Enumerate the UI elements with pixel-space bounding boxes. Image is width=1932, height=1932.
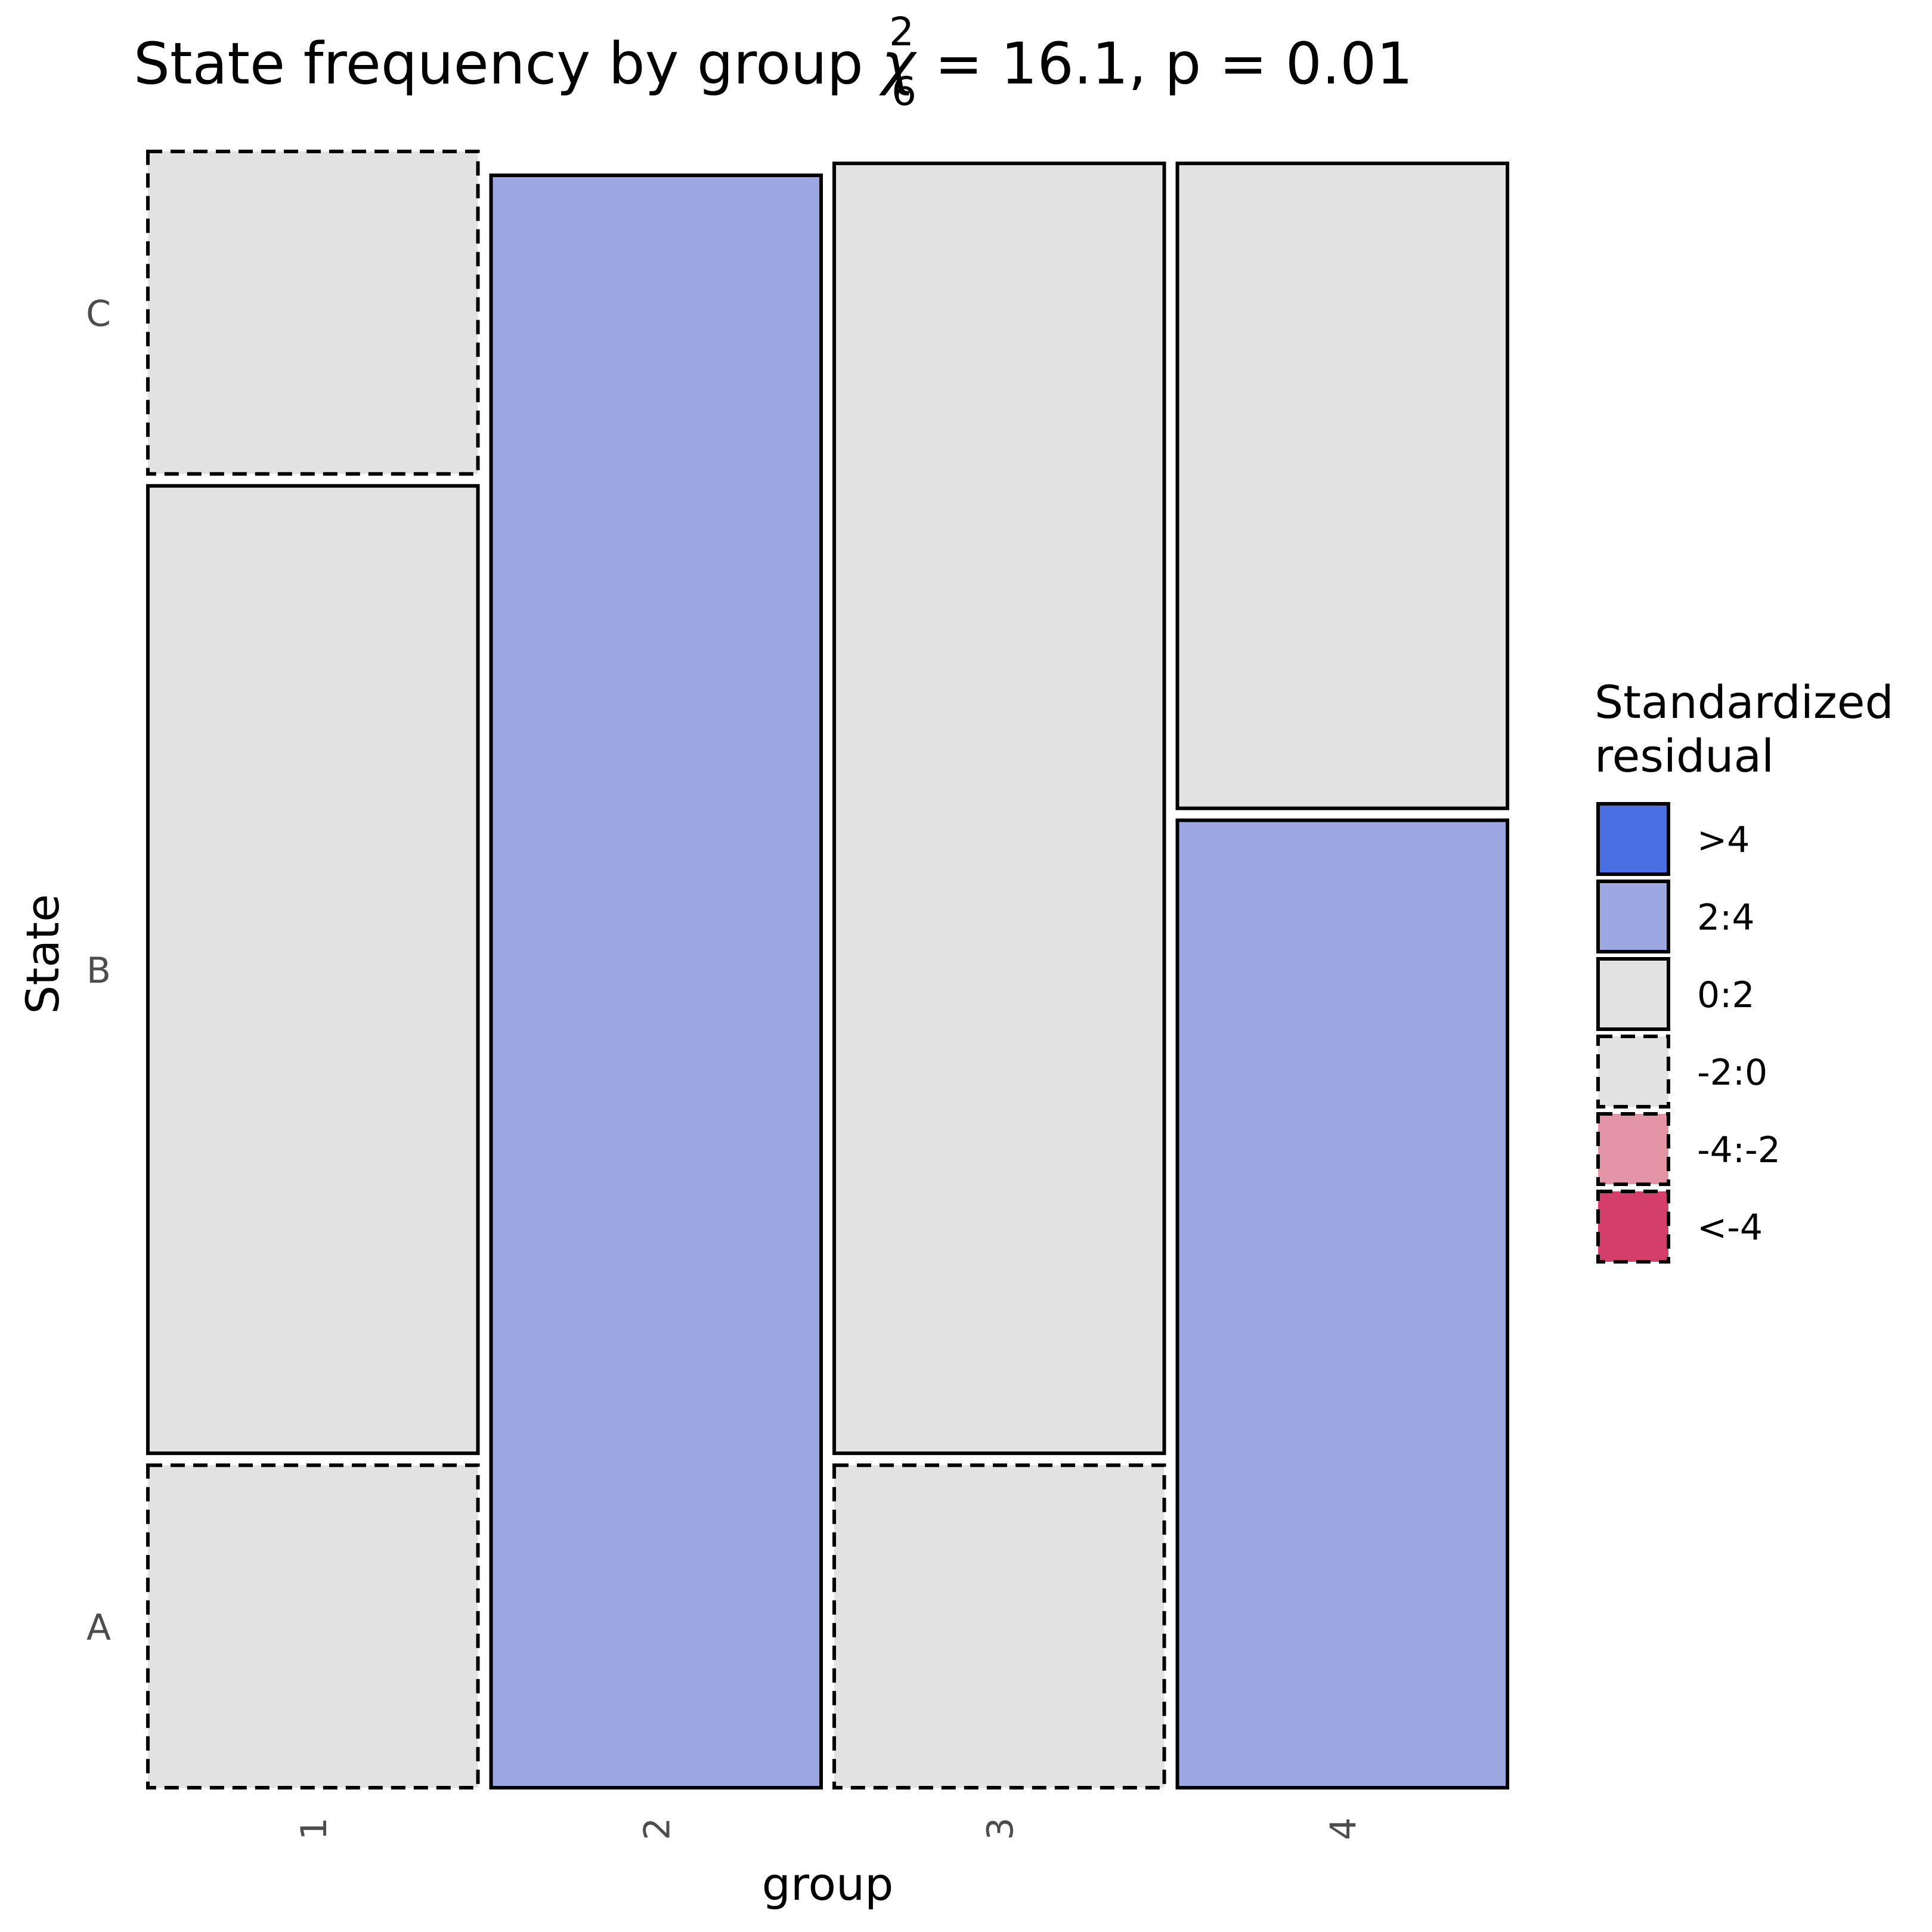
- legend-label-5: -4:-2: [1697, 1129, 1781, 1171]
- y-axis-title: State: [16, 894, 69, 1014]
- mosaic-cell-3-B: [832, 162, 1166, 1456]
- title-stat-value: = 16.1, p = 0.01: [917, 30, 1413, 97]
- x-tick-2: 2: [636, 1818, 678, 1840]
- plot-cells: [146, 150, 1509, 1789]
- title-main: State frequency by group: [134, 30, 881, 97]
- x-tick-1: 1: [293, 1818, 335, 1840]
- x-tick-3: 3: [980, 1818, 1021, 1840]
- mosaic-cell-1-C: [146, 150, 480, 476]
- legend-key-4: [1596, 1035, 1670, 1109]
- legend-label-4: -2:0: [1697, 1052, 1767, 1094]
- y-tick-B: B: [86, 950, 111, 992]
- legend-key-6: [1596, 1190, 1670, 1264]
- mosaic-cell-4-A: [1175, 818, 1509, 1789]
- y-tick-C: C: [86, 293, 111, 335]
- legend-key-5: [1596, 1112, 1670, 1186]
- legend-label-3: 0:2: [1697, 974, 1755, 1016]
- mosaic-cell-1-A: [146, 1463, 480, 1789]
- x-axis-title: group: [762, 1857, 894, 1911]
- y-tick-A: A: [86, 1607, 111, 1649]
- legend-title-line-1: Standardized: [1594, 676, 1894, 729]
- legend-key-1: [1596, 802, 1670, 876]
- mosaic-cell-4-B: [1175, 162, 1509, 810]
- title-stat-symbol: χ: [878, 30, 917, 97]
- mosaic-cell-1-B: [146, 484, 480, 1456]
- legend-key-3: [1596, 957, 1670, 1031]
- legend-label-2: 2:4: [1697, 897, 1755, 939]
- title-text: State frequency by group χ2 6 = 16.1, p =…: [134, 9, 1413, 114]
- legend-label-6: <-4: [1697, 1207, 1763, 1249]
- legend-key-2: [1596, 880, 1670, 953]
- title-stat-subscript: 6: [891, 69, 917, 114]
- title-stat-superscript: 2: [889, 9, 914, 55]
- legend-title-line-2: residual: [1594, 729, 1774, 782]
- mosaic-cell-3-A: [832, 1463, 1166, 1789]
- x-tick-4: 4: [1323, 1818, 1364, 1840]
- legend-label-1: >4: [1697, 819, 1750, 861]
- x-tick-labels: 1 2 3 4: [293, 1818, 1365, 1840]
- mosaic-cell-2-A: [489, 174, 823, 1789]
- chart-title: State frequency by group χ2 6 = 16.1, p =…: [134, 9, 1413, 114]
- y-tick-labels: A B C: [86, 293, 111, 1648]
